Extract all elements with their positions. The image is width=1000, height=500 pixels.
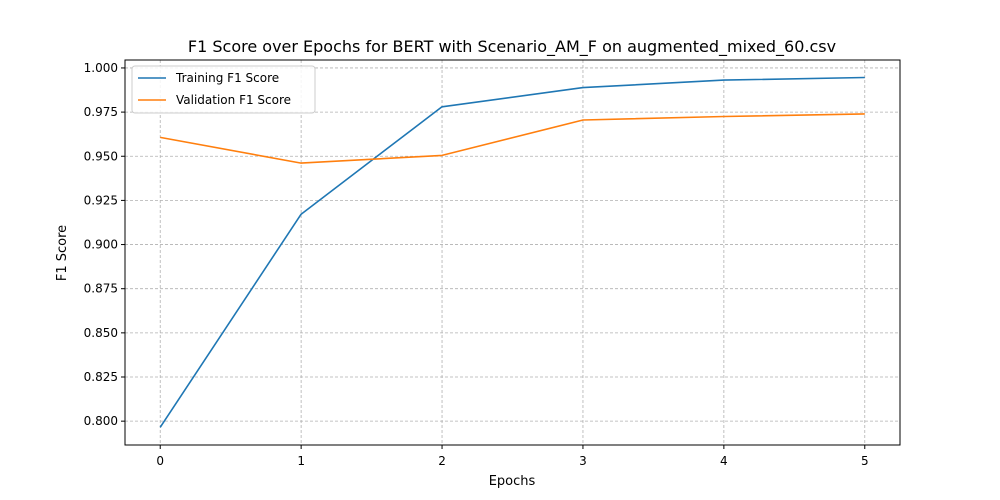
y-tick-label: 0.850 <box>84 326 118 340</box>
x-tick-label: 0 <box>156 454 164 468</box>
plot-frame <box>124 59 901 446</box>
y-tick-label: 0.925 <box>84 193 118 207</box>
y-axis-label: F1 Score <box>55 225 70 281</box>
x-tick-label: 4 <box>720 454 728 468</box>
x-tick-label: 3 <box>579 454 587 468</box>
chart-title: F1 Score over Epochs for BERT with Scena… <box>188 37 836 57</box>
series-line-0 <box>159 76 865 428</box>
legend-label: Validation F1 Score <box>176 93 291 107</box>
x-tick-label: 2 <box>438 454 446 468</box>
legend-box <box>131 65 316 114</box>
series-line-1 <box>160 113 865 164</box>
y-tick-label: 0.825 <box>84 370 118 384</box>
legend-label: Training F1 Score <box>175 71 279 85</box>
x-tick-label: 1 <box>297 454 305 468</box>
axis-ticks: 0 1 2 3 4 5 0.800 0.825 0.850 0.875 0.900 0.925 0.95… <box>84 61 869 468</box>
x-axis-label: Epochs <box>489 474 536 489</box>
x-tick-label: 5 <box>861 454 869 468</box>
y-tick-label: 0.975 <box>84 105 118 119</box>
y-tick-label: 0.875 <box>84 282 118 296</box>
y-tick-label: 0.950 <box>84 149 118 163</box>
grid <box>125 60 900 445</box>
legend: Training F1 Score Validation F1 Score <box>131 65 316 114</box>
y-tick-label: 0.900 <box>84 238 118 252</box>
y-tick-label: 0.800 <box>84 414 118 428</box>
series-lines <box>159 76 865 428</box>
y-tick-label: 1.000 <box>84 61 118 75</box>
